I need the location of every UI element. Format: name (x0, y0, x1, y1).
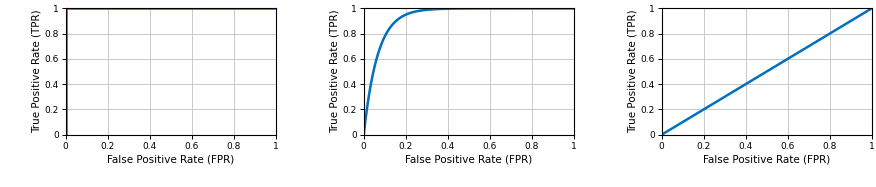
X-axis label: False Positive Rate (FPR): False Positive Rate (FPR) (703, 155, 830, 165)
Y-axis label: True Positive Rate (TPR): True Positive Rate (TPR) (627, 10, 638, 133)
Y-axis label: True Positive Rate (TPR): True Positive Rate (TPR) (329, 10, 340, 133)
X-axis label: False Positive Rate (FPR): False Positive Rate (FPR) (405, 155, 533, 165)
X-axis label: False Positive Rate (FPR): False Positive Rate (FPR) (107, 155, 234, 165)
Y-axis label: True Positive Rate (TPR): True Positive Rate (TPR) (32, 10, 41, 133)
